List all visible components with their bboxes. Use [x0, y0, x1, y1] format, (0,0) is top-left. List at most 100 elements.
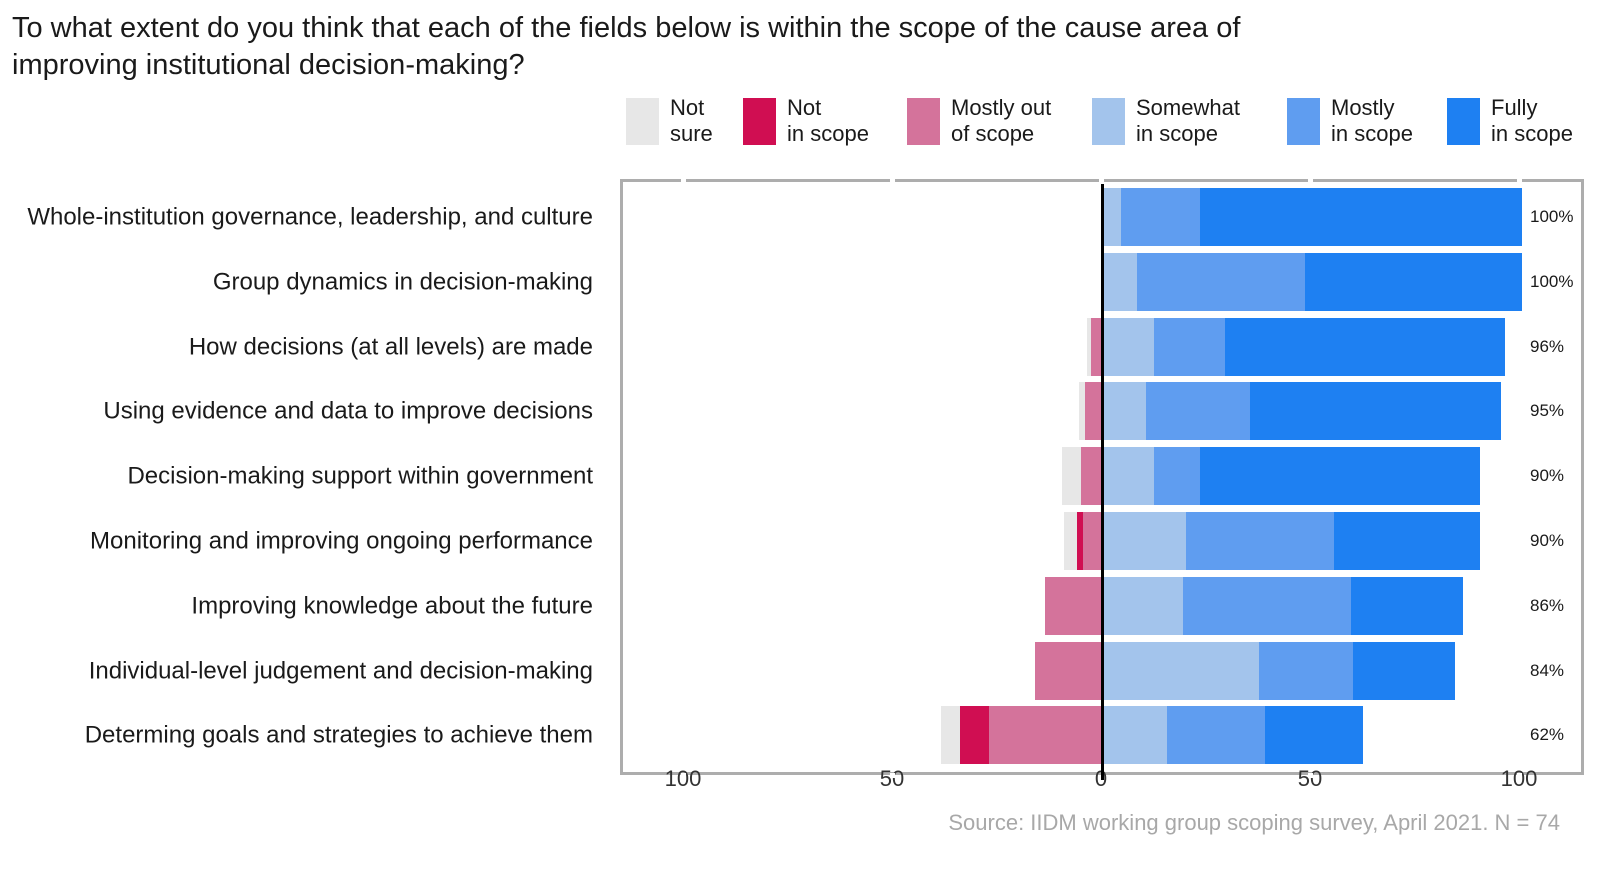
bar-segment-fully_in_scope — [1250, 382, 1502, 441]
bar-segment-somewhat_in_scope — [1104, 317, 1155, 376]
axis-tick-notch — [890, 179, 895, 184]
chart-title: To what extent do you think that each of… — [12, 10, 1240, 84]
legend-swatch-fully_in_scope — [1447, 97, 1480, 145]
category-label: How decisions (at all levels) are made — [188, 333, 593, 361]
bar-row — [623, 188, 1587, 246]
total-in-scope-label: 100% — [1530, 271, 1574, 291]
category-label: Individual-level judgement and decision-… — [88, 657, 593, 685]
bar-segment-not_sure — [940, 706, 960, 765]
legend-item-somewhat_in_scope: Somewhat in scope — [1092, 95, 1240, 147]
bar-segment-mostly_out_of_scope — [1085, 382, 1104, 441]
bar-segment-somewhat_in_scope — [1104, 512, 1186, 570]
bar-row — [623, 512, 1587, 570]
total-in-scope-label: 95% — [1530, 401, 1565, 421]
legend-label-not_sure: Not sure — [670, 95, 713, 147]
legend-label-line: Not — [787, 95, 822, 120]
bar-segment-mostly_in_scope — [1166, 706, 1265, 765]
bar-segment-mostly_out_of_scope — [1083, 512, 1104, 570]
legend-swatch-not_in_scope — [743, 97, 776, 145]
zero-axis-line — [1101, 179, 1104, 780]
legend-swatch-somewhat_in_scope — [1092, 97, 1125, 145]
legend-item-fully_in_scope: Fully in scope — [1447, 95, 1573, 147]
bar-segment-fully_in_scope — [1264, 706, 1364, 765]
total-in-scope-label: 90% — [1530, 466, 1565, 486]
bar-segment-fully_in_scope — [1350, 576, 1464, 635]
total-in-scope-label: 86% — [1530, 595, 1565, 615]
bar-segment-not_sure — [1078, 382, 1086, 441]
axis-tick-notch — [1308, 179, 1313, 184]
axis-tick-notch — [1517, 179, 1522, 184]
bar-segment-mostly_out_of_scope — [1091, 317, 1104, 376]
bar-segment-somewhat_in_scope — [1104, 188, 1121, 246]
legend-label-fully_in_scope: Fully in scope — [1491, 95, 1573, 147]
category-label: Monitoring and improving ongoing perform… — [90, 527, 593, 555]
legend-item-mostly_in_scope: Mostly in scope — [1287, 95, 1413, 147]
x-tick-label: 100 — [1500, 766, 1538, 791]
category-label: Determing goals and strategies to achiev… — [84, 721, 593, 749]
legend-label-line: Not — [670, 95, 705, 120]
bar-segment-mostly_out_of_scope — [1081, 447, 1104, 506]
x-tick-label: 50 — [879, 766, 905, 791]
bar-segment-somewhat_in_scope — [1104, 447, 1155, 506]
axis-tick-notch — [681, 179, 686, 184]
legend-swatch-not_sure — [626, 97, 659, 145]
bar-segment-mostly_in_scope — [1185, 512, 1334, 570]
total-in-scope-label: 84% — [1530, 660, 1565, 680]
legend-item-not_in_scope: Not in scope — [743, 95, 869, 147]
bar-row — [623, 382, 1587, 441]
legend-swatch-mostly_out_of_scope — [907, 97, 940, 145]
bar-segment-mostly_out_of_scope — [989, 706, 1104, 765]
bar-segment-somewhat_in_scope — [1104, 252, 1138, 311]
bar-segment-not_in_scope — [959, 706, 990, 765]
bar-segment-fully_in_scope — [1200, 447, 1481, 506]
bar-row — [623, 252, 1587, 311]
bar-segment-mostly_out_of_scope — [1045, 576, 1104, 635]
category-label: Whole-institution governance, leadership… — [27, 203, 593, 231]
legend-label-line: in scope — [1331, 121, 1413, 146]
bar-segment-mostly_in_scope — [1154, 317, 1226, 376]
bar-row — [623, 706, 1587, 765]
legend-label-line: sure — [670, 121, 713, 146]
bar-row — [623, 576, 1587, 635]
source-caption: Source: IIDM working group scoping surve… — [948, 810, 1560, 835]
category-label: Group dynamics in decision-making — [212, 268, 593, 296]
bar-segment-fully_in_scope — [1225, 317, 1506, 376]
legend-label-mostly_out_of_scope: Mostly out of scope — [951, 95, 1051, 147]
axis-tick-notch — [681, 773, 686, 778]
bar-row — [623, 641, 1587, 700]
chart-title-line-1: To what extent do you think that each of… — [12, 12, 1241, 44]
bar-segment-somewhat_in_scope — [1104, 382, 1146, 441]
legend-item-not_sure: Not sure — [626, 95, 713, 147]
bar-segment-not_sure — [1064, 512, 1077, 570]
axis-tick-notch — [1517, 773, 1522, 778]
legend-label-line: in scope — [1136, 121, 1218, 146]
bar-segment-not_sure — [1087, 317, 1092, 376]
bar-segment-mostly_in_scope — [1120, 188, 1201, 246]
bar-segment-mostly_in_scope — [1154, 447, 1201, 506]
category-label: Using evidence and data to improve decis… — [103, 397, 593, 425]
bar-segment-fully_in_scope — [1200, 188, 1522, 246]
total-in-scope-label: 100% — [1530, 207, 1574, 226]
bar-segment-fully_in_scope — [1304, 252, 1522, 311]
bar-segment-somewhat_in_scope — [1104, 706, 1167, 765]
bar-segment-mostly_in_scope — [1137, 252, 1305, 311]
axis-tick-notch — [890, 773, 895, 778]
legend-label-line: in scope — [787, 121, 869, 146]
legend-label-somewhat_in_scope: Somewhat in scope — [1136, 95, 1240, 147]
chart-title-line-2: improving institutional decision-making? — [12, 49, 525, 81]
total-in-scope-label: 62% — [1530, 725, 1565, 745]
bar-segment-fully_in_scope — [1352, 641, 1456, 700]
legend-swatch-mostly_in_scope — [1287, 97, 1320, 145]
bar-row — [623, 317, 1587, 376]
legend-label-not_in_scope: Not in scope — [787, 95, 869, 147]
category-label: Improving knowledge about the future — [191, 592, 593, 620]
axis-tick-notch — [1308, 773, 1313, 778]
legend-label-line: Fully — [1491, 95, 1538, 120]
bar-segment-not_in_scope — [1076, 512, 1084, 570]
bar-segment-fully_in_scope — [1333, 512, 1481, 570]
legend-label-mostly_in_scope: Mostly in scope — [1331, 95, 1413, 147]
legend-label-line: of scope — [951, 121, 1035, 146]
bar-segment-mostly_in_scope — [1145, 382, 1251, 441]
bar-segment-mostly_in_scope — [1183, 576, 1351, 635]
bar-segment-somewhat_in_scope — [1104, 576, 1184, 635]
